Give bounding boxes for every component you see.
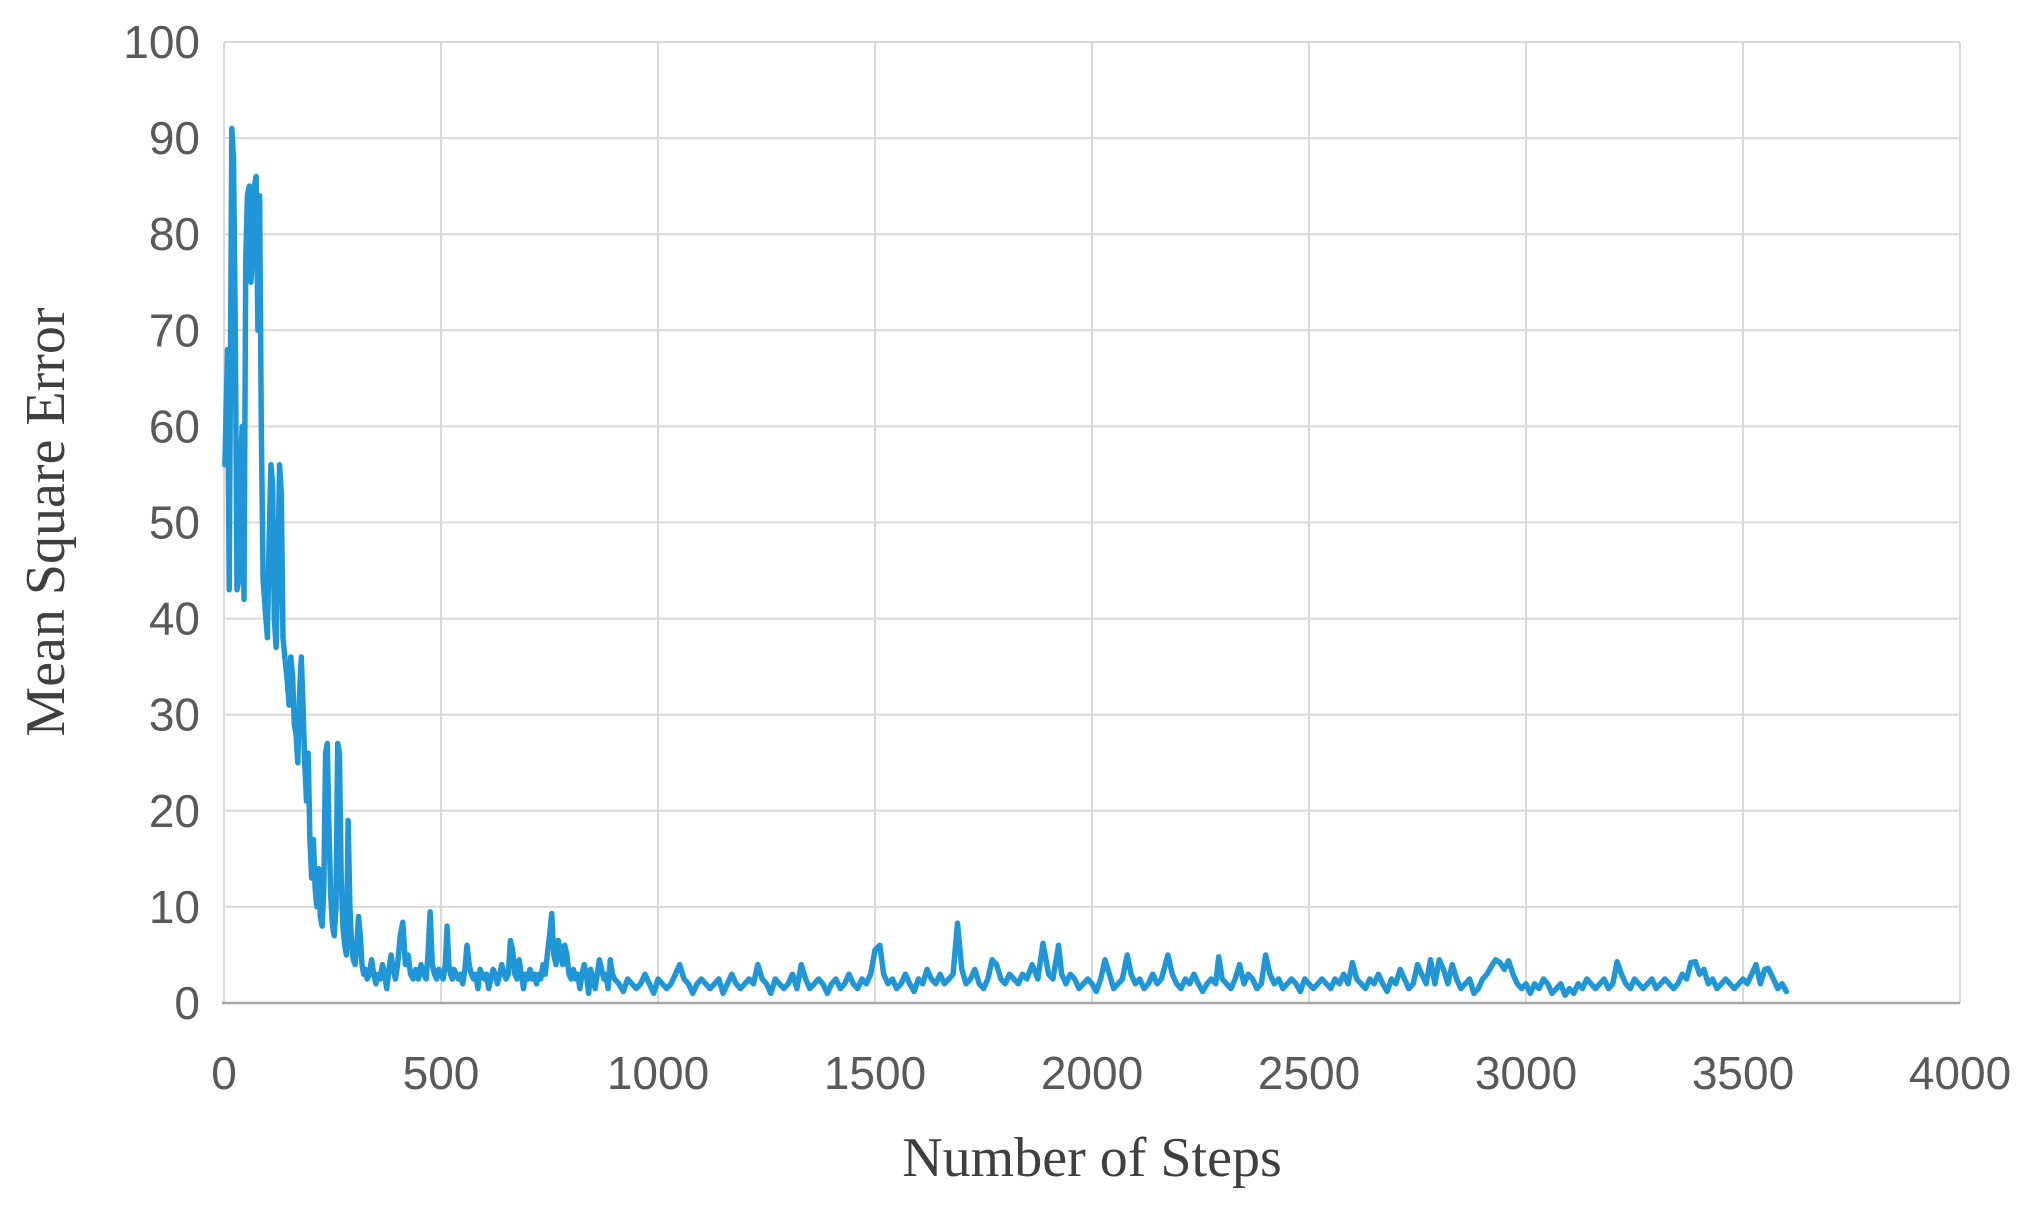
x-tick-label: 2000	[1041, 1047, 1143, 1099]
y-tick-label: 20	[149, 785, 200, 837]
y-tick-label: 60	[149, 400, 200, 452]
x-tick-label: 3500	[1692, 1047, 1794, 1099]
y-tick-label: 100	[123, 16, 200, 68]
x-tick-label: 500	[403, 1047, 480, 1099]
x-tick-label: 3000	[1475, 1047, 1577, 1099]
y-tick-label: 10	[149, 881, 200, 933]
y-tick-label: 40	[149, 593, 200, 645]
y-tick-label: 90	[149, 112, 200, 164]
series-group	[222, 125, 1790, 999]
x-tick-label: 4000	[1909, 1047, 2011, 1099]
x-tick-label: 1500	[824, 1047, 926, 1099]
y-axis-title: Mean Square Error	[15, 307, 77, 737]
y-tick-label: 70	[149, 304, 200, 356]
gridlines	[223, 41, 1961, 1003]
x-tick-label: 0	[211, 1047, 237, 1099]
x-tick-label: 2500	[1258, 1047, 1360, 1099]
y-tick-label: 0	[174, 977, 200, 1029]
y-tick-label: 30	[149, 689, 200, 741]
x-tick-label: 1000	[607, 1047, 709, 1099]
mse-series-line	[222, 125, 1790, 999]
y-tick-label: 50	[149, 497, 200, 549]
x-axis-title: Number of Steps	[902, 1127, 1282, 1189]
y-tick-label: 80	[149, 208, 200, 260]
